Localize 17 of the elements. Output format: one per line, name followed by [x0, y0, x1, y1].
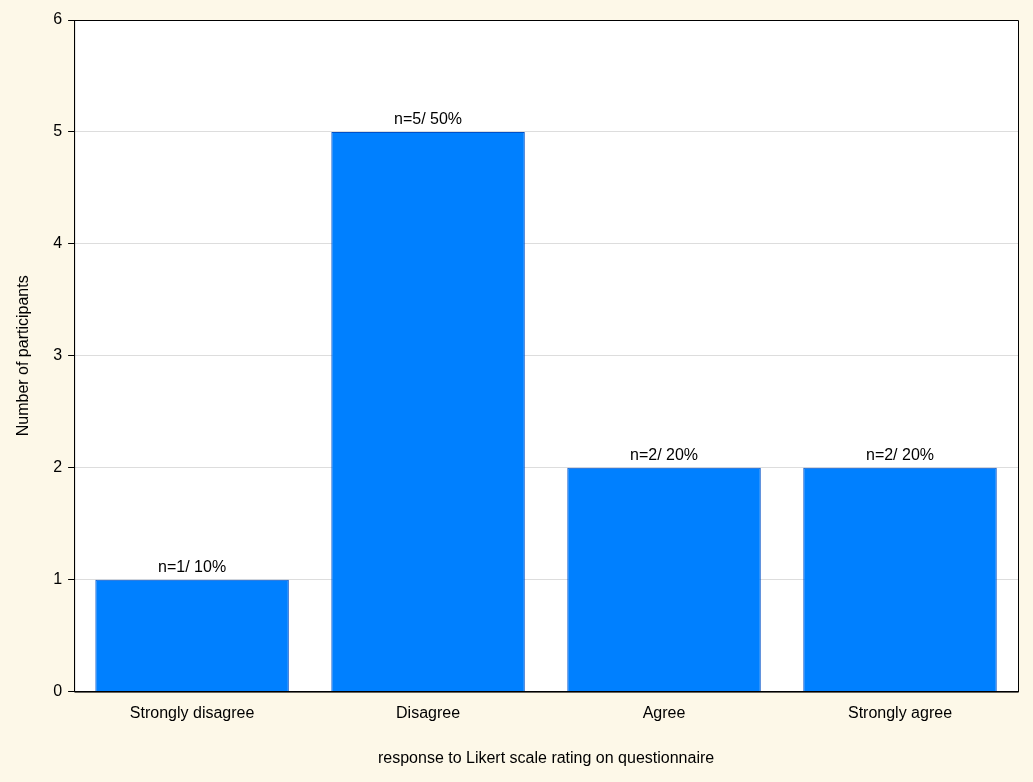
y-axis-title: Number of participants: [14, 275, 32, 437]
data-label: n=5/ 50%: [394, 110, 463, 128]
x-tick-label: Strongly agree: [847, 703, 953, 721]
x-tick-label: Agree: [642, 703, 686, 721]
x-tick-label: Strongly disagree: [129, 703, 255, 721]
y-tick-label: 2: [53, 458, 63, 476]
y-tick-label: 5: [53, 122, 63, 140]
x-tick-label: Disagree: [396, 703, 461, 721]
y-tick-label: 0: [53, 682, 63, 700]
data-label: n=2/ 20%: [865, 446, 935, 464]
x-axis-title: response to Likert scale rating on questionnaire: [377, 748, 715, 766]
y-tick-label: 1: [53, 570, 63, 588]
y-tick-label: 4: [53, 234, 63, 252]
data-label: n=1/ 10%: [158, 558, 227, 576]
y-tick-label: 3: [53, 346, 63, 364]
data-label: n=2/ 20%: [630, 446, 699, 464]
y-tick-label: 6: [53, 10, 63, 28]
